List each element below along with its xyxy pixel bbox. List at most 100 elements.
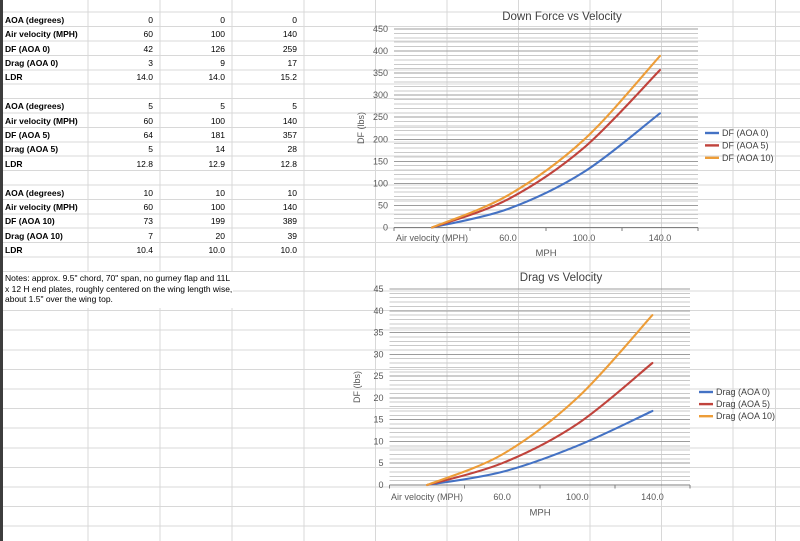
row-label-cell[interactable]: DF (AOA 0)	[5, 43, 51, 54]
row-label-cell[interactable]: Air velocity (MPH)	[5, 202, 78, 212]
svg-text:350: 350	[373, 68, 388, 78]
row-label-cell[interactable]: AOA (degrees)	[5, 187, 65, 198]
row-label-cell[interactable]: DF (AOA 10)	[5, 216, 55, 227]
sheet-left-edge	[0, 0, 3, 541]
legend-label: DF (AOA 10)	[722, 153, 774, 163]
svg-text:0: 0	[383, 223, 388, 233]
row-label-cell[interactable]: Air velocity (MPH)	[5, 115, 78, 126]
value-cell[interactable]: 39	[287, 230, 297, 241]
value-cell[interactable]: 14.0	[208, 72, 225, 83]
svg-text:10: 10	[373, 436, 383, 446]
row-label-cell[interactable]: LDR	[5, 72, 23, 83]
value-cell[interactable]: 5	[148, 144, 153, 155]
value-cell[interactable]: 10.0	[280, 245, 297, 256]
svg-text:15: 15	[373, 415, 383, 425]
value-cell[interactable]: 10.0	[208, 245, 225, 256]
legend-item[interactable]: DF (AOA 5)	[705, 140, 769, 150]
value-cell[interactable]: 259	[282, 43, 297, 54]
svg-text:200: 200	[373, 134, 388, 144]
value-cell[interactable]: 64	[143, 130, 153, 140]
value-cell[interactable]: 60	[143, 29, 153, 40]
row-label-cell[interactable]: LDR	[5, 158, 23, 169]
value-cell[interactable]: 100	[210, 29, 225, 40]
x-tick-labels: Air velocity (MPH) 60.0 100.0 140.0	[396, 233, 671, 243]
value-cell[interactable]: 10	[215, 187, 225, 198]
value-cell[interactable]: 5	[292, 101, 297, 112]
value-cell[interactable]: 100	[210, 202, 225, 212]
value-cell[interactable]: 10	[287, 187, 297, 198]
row-label-cell[interactable]: Drag (AOA 5)	[5, 144, 59, 155]
value-cell[interactable]: 5	[220, 101, 225, 112]
value-cell[interactable]: 126	[210, 43, 225, 54]
value-cell[interactable]: 42	[143, 43, 153, 54]
svg-text:60.0: 60.0	[499, 233, 517, 243]
legend-item[interactable]: DF (AOA 0)	[705, 128, 769, 138]
row-label-cell[interactable]: Air velocity (MPH)	[5, 29, 78, 40]
legend-item[interactable]: Drag (AOA 0)	[699, 387, 770, 397]
minor-gridlines	[389, 292, 690, 482]
notes-cell[interactable]: Notes: approx. 9.5" chord, 70" span, no …	[3, 272, 233, 308]
value-cell[interactable]: 10	[143, 187, 153, 198]
value-cell[interactable]: 60	[143, 115, 153, 126]
legend-item[interactable]: Drag (AOA 10)	[699, 411, 775, 421]
svg-text:50: 50	[378, 200, 388, 210]
svg-text:100.0: 100.0	[573, 233, 596, 243]
svg-text:60.0: 60.0	[493, 492, 511, 502]
row-label-cell[interactable]: AOA (degrees)	[5, 101, 65, 112]
y-tick-labels: 0 5 10 15 20 25 30 35 40 45	[373, 284, 383, 490]
value-cell[interactable]: 140	[282, 115, 297, 126]
series-line-Drag (AOA 5)[interactable]	[426, 361, 654, 487]
value-cell[interactable]: 199	[210, 216, 225, 227]
value-cell[interactable]: 73	[143, 216, 153, 227]
value-cell[interactable]: 0	[220, 14, 225, 25]
x-axis	[389, 484, 691, 489]
row-label-cell[interactable]: Drag (AOA 0)	[5, 58, 59, 68]
value-cell[interactable]: 5	[148, 101, 153, 112]
x-tick-labels: Air velocity (MPH) 60.0 100.0 140.0	[391, 492, 664, 502]
value-cell[interactable]: 60	[143, 202, 153, 212]
legend-item[interactable]: DF (AOA 10)	[705, 153, 774, 163]
downforce-chart[interactable]: 0 50 100 150 200 250 300 350 400 450 Air velocity …	[356, 11, 774, 259]
row-label-cell[interactable]: AOA (degrees)	[5, 14, 65, 25]
legend-label: DF (AOA 0)	[722, 128, 769, 138]
value-cell[interactable]: 12.8	[136, 158, 153, 169]
svg-text:30: 30	[373, 349, 383, 359]
value-cell[interactable]: 9	[220, 58, 225, 68]
chart-title: Down Force vs Velocity	[502, 11, 622, 23]
legend-item[interactable]: Drag (AOA 5)	[699, 399, 770, 409]
series-line-DF (AOA 5)[interactable]	[430, 68, 662, 229]
value-cell[interactable]: 100	[210, 115, 225, 126]
value-cell[interactable]: 10.4	[136, 245, 153, 256]
value-cell[interactable]: 140	[282, 202, 297, 212]
svg-text:100: 100	[373, 178, 388, 188]
value-cell[interactable]: 357	[282, 130, 297, 140]
value-cell[interactable]: 3	[148, 58, 153, 68]
series-line-Drag (AOA 0)[interactable]	[426, 409, 654, 487]
value-cell[interactable]: 12.9	[208, 158, 225, 169]
series-line-DF (AOA 0)[interactable]	[430, 112, 662, 229]
value-cell[interactable]: 12.8	[280, 158, 297, 169]
series-line-DF (AOA 10)[interactable]	[430, 54, 662, 229]
value-cell[interactable]: 389	[282, 216, 297, 227]
value-cell[interactable]: 181	[210, 130, 225, 140]
drag-chart[interactable]: 0 5 10 15 20 25 30 35 40 45 Air velocity (MPH) 60.0…	[352, 272, 775, 519]
value-cell[interactable]: 28	[287, 144, 297, 155]
value-cell[interactable]: 20	[215, 230, 225, 241]
svg-text:450: 450	[373, 24, 388, 34]
series-line-Drag (AOA 10)[interactable]	[426, 314, 654, 487]
y-axis-title: DF (lbs)	[352, 371, 362, 403]
row-label-cell[interactable]: Drag (AOA 10)	[5, 230, 63, 241]
svg-text:400: 400	[373, 46, 388, 56]
value-cell[interactable]: 0	[148, 14, 153, 25]
value-cell[interactable]: 15.2	[280, 72, 297, 83]
value-cell[interactable]: 0	[292, 14, 297, 25]
row-label-cell[interactable]: DF (AOA 5)	[5, 130, 51, 140]
row-label-cell[interactable]: LDR	[5, 245, 23, 256]
value-cell[interactable]: 7	[148, 230, 153, 241]
value-cell[interactable]: 17	[287, 58, 297, 68]
value-cell[interactable]: 14.0	[136, 72, 153, 83]
value-cell[interactable]: 14	[215, 144, 225, 155]
value-cell[interactable]: 140	[282, 29, 297, 40]
legend: DF (AOA 0) DF (AOA 5) DF (AOA 10)	[705, 128, 774, 163]
